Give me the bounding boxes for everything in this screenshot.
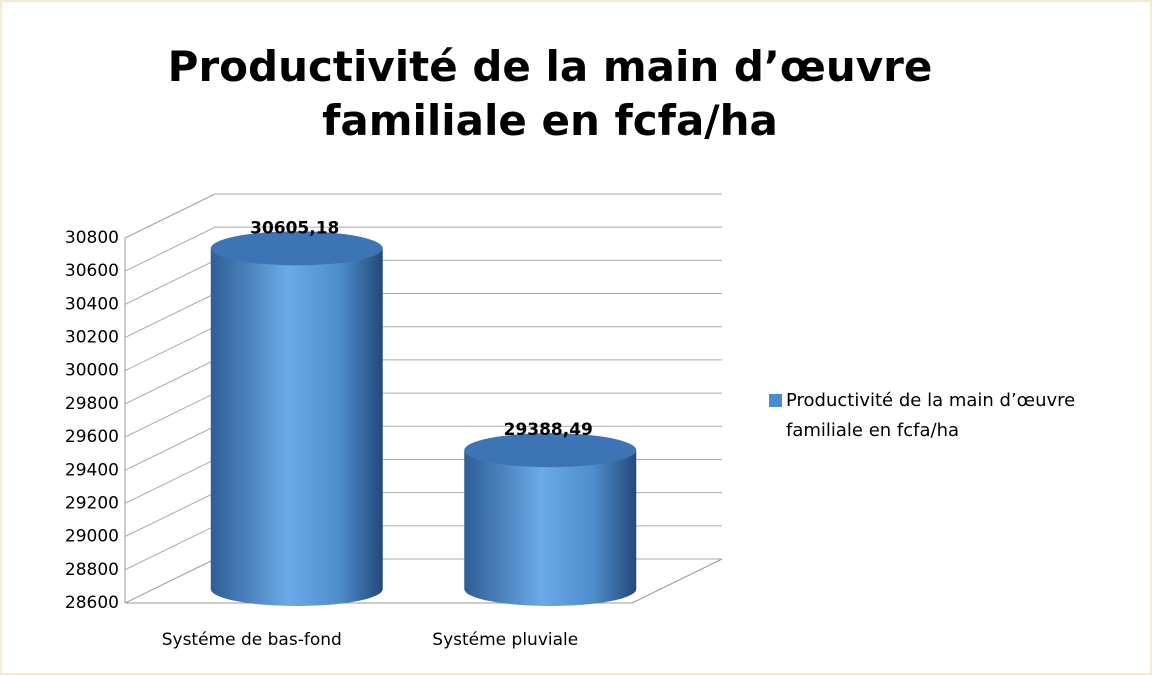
x-tick-label: Systéme pluviale bbox=[432, 630, 578, 650]
y-tick-label: 30200 bbox=[65, 328, 119, 348]
y-tick-label: 28600 bbox=[65, 593, 119, 613]
grid-line bbox=[124, 193, 722, 239]
y-tick-label: 29600 bbox=[65, 427, 119, 447]
value-label: 29388,49 bbox=[504, 420, 593, 440]
y-tick-label: 30600 bbox=[65, 261, 119, 281]
y-tick-label: 29200 bbox=[65, 493, 119, 513]
y-tick-label: 30400 bbox=[65, 294, 119, 314]
y-tick-label: 30800 bbox=[65, 228, 119, 248]
chart-title: Productivité de la main d’œuvre familial… bbox=[167, 42, 933, 145]
x-tick-label: Systéme de bas-fond bbox=[162, 630, 342, 650]
value-label: 30605,18 bbox=[250, 218, 339, 238]
cylinder-top bbox=[210, 231, 383, 266]
grid-line bbox=[124, 226, 722, 272]
y-tick-label: 29400 bbox=[65, 460, 119, 480]
y-tick-label: 29800 bbox=[65, 394, 119, 414]
y-tick-label: 29000 bbox=[65, 527, 119, 547]
y-tick-label: 30000 bbox=[65, 361, 119, 381]
cylinder-top bbox=[464, 433, 637, 468]
cylinder bbox=[210, 248, 383, 607]
y-tick-label: 28800 bbox=[65, 560, 119, 580]
legend-label: Productivité de la main d’œuvre familial… bbox=[786, 390, 1076, 441]
cylinder bbox=[464, 450, 637, 606]
legend-swatch bbox=[769, 394, 782, 407]
